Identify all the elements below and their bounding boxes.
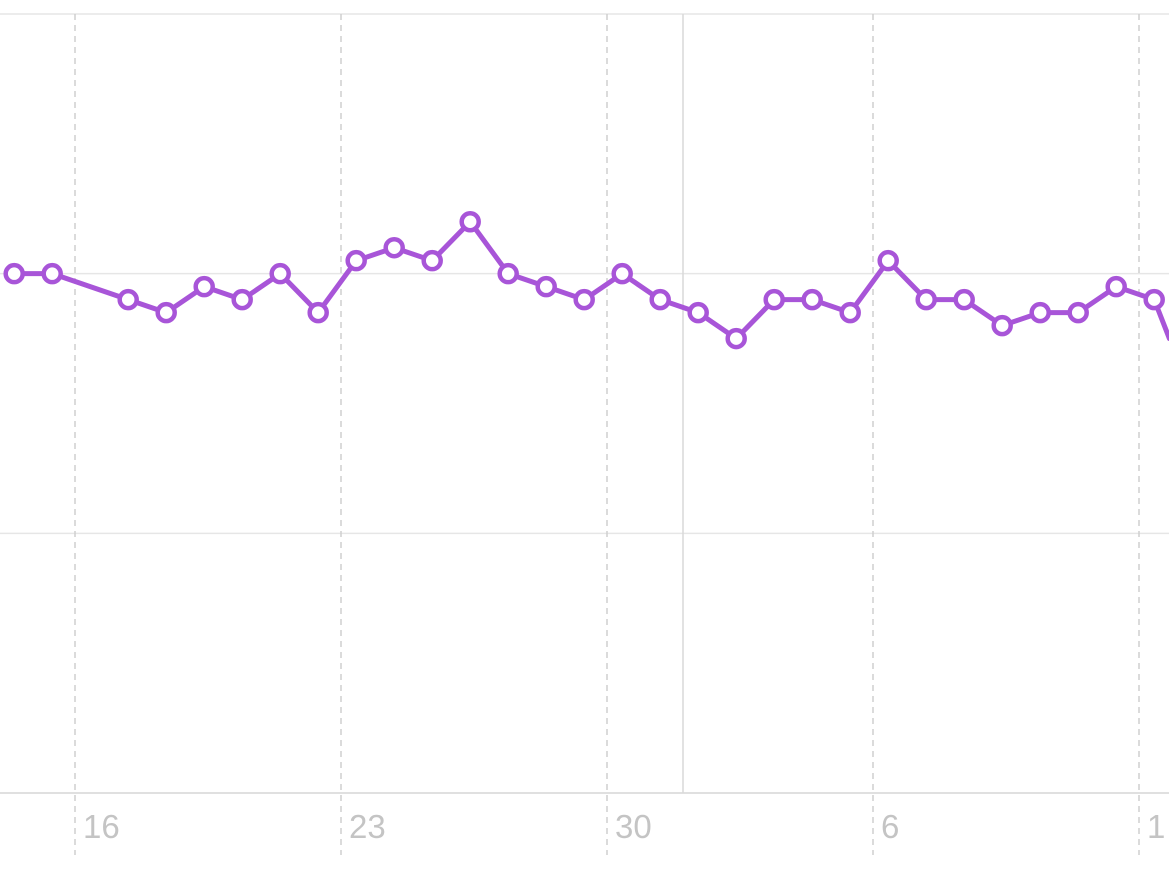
data-point <box>877 249 899 272</box>
data-point <box>763 288 785 311</box>
x-tick-label: 1 <box>1147 808 1165 845</box>
data-point <box>725 327 747 350</box>
x-tick-label: 6 <box>881 808 899 845</box>
data-point <box>1143 288 1165 311</box>
data-point <box>459 210 481 233</box>
data-point <box>421 249 443 272</box>
x-axis-ticks: 16 23 30 6 1 <box>83 808 1165 845</box>
data-point <box>573 288 595 311</box>
data-point <box>991 314 1013 337</box>
data-point <box>307 301 329 324</box>
x-tick-label: 23 <box>349 808 386 845</box>
data-point <box>953 288 975 311</box>
data-point <box>687 301 709 324</box>
data-point <box>345 249 367 272</box>
data-point <box>649 288 671 311</box>
data-point <box>3 262 25 285</box>
x-tick-label: 16 <box>83 808 120 845</box>
data-point <box>497 262 519 285</box>
data-point <box>155 301 177 324</box>
data-point <box>117 288 139 311</box>
data-point <box>41 262 63 285</box>
data-point <box>1105 275 1127 298</box>
data-point <box>611 262 633 285</box>
data-point <box>915 288 937 311</box>
data-point <box>231 288 253 311</box>
x-tick-label: 30 <box>615 808 652 845</box>
data-point <box>1067 301 1089 324</box>
data-point <box>1029 301 1051 324</box>
chart-series <box>3 210 1169 350</box>
data-point <box>383 236 405 259</box>
data-point <box>839 301 861 324</box>
chart-grid <box>0 13 1169 855</box>
data-point <box>269 262 291 285</box>
data-point <box>801 288 823 311</box>
data-point <box>193 275 215 298</box>
data-point <box>535 275 557 298</box>
